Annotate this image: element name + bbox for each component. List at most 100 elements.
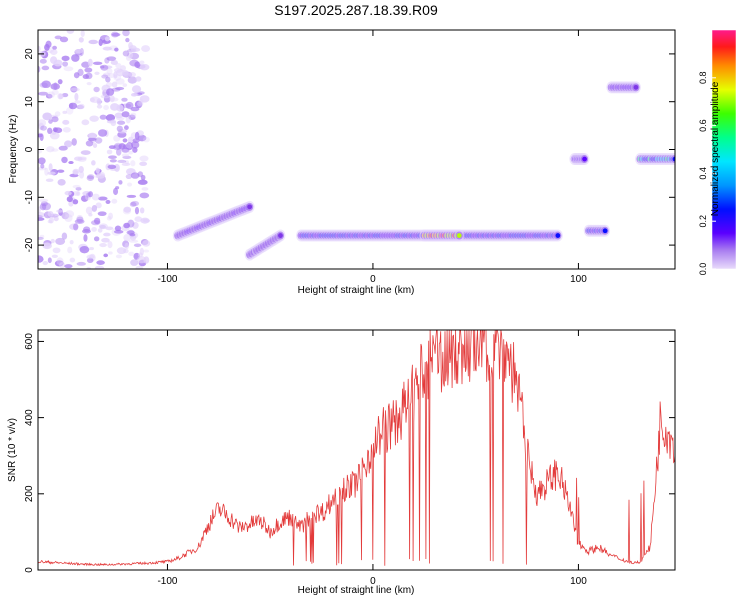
spectrogram-blob [602,228,608,234]
spectrogram-blob [117,120,126,125]
spectrogram-blob [82,74,90,80]
spectrogram-blob [47,219,53,224]
spectrogram-blob [47,210,54,217]
spectrogram-blob [66,196,73,203]
spectrogram-blob [139,60,145,65]
spectrogram-feature [172,200,255,242]
spectrogram-blob [123,206,132,213]
colorbar: 0.0 0.2 0.4 0.6 0.8 Normalized spectral ampl… [698,29,737,275]
spectrogram-blob [105,82,113,88]
spectrogram-blob [42,242,52,250]
spectrogram-blob [59,36,69,43]
spectrogram-blob [129,201,137,207]
spectrogram-blob [125,174,131,178]
spectrogram-blob [89,115,99,122]
spectrogram-blob [555,233,561,238]
spectrogram-blob [68,102,74,109]
spectrogram-blob [126,194,137,198]
spectrogram-blob [38,166,47,171]
spectrogram-blob [137,101,144,107]
spectrogram-blob [53,216,59,222]
spectrogram-y-label: Frequency (Hz) [8,115,19,184]
spectrogram-x-tick-label: 0 [370,274,376,285]
spectrogram-blob [134,100,143,109]
snr-y-label: SNR (10 * v/v) [7,418,18,482]
spectrogram-blob [88,191,93,198]
spectrogram-blob [38,65,41,73]
spectrogram-blob [52,127,58,133]
spectrogram-y-tick-label: 0 [24,146,35,152]
spectrogram-blob [97,228,103,233]
snr-x-label: Height of straight line (km) [298,585,415,596]
spectrogram-blob [62,119,70,125]
spectrogram-blob [633,84,639,90]
spectrogram-blob [74,219,85,224]
spectrogram-blob [58,261,66,269]
spectrogram-blob [110,103,120,111]
spectrogram-blob [38,217,45,221]
spectrogram-blob [41,80,51,89]
spectrogram-blob [98,38,103,47]
spectrogram-blob [106,56,117,61]
spectrogram-blob [123,222,130,229]
spectrogram-blob [77,68,84,77]
spectrogram-blob [42,260,49,266]
spectrogram-blob [91,227,97,232]
spectrogram-blob [137,134,147,142]
spectrogram-blob [84,67,93,73]
spectrogram-blob [94,265,105,269]
spectrogram-blob [71,54,80,62]
spectrogram-blob [122,83,128,88]
spectrogram-blob [86,175,95,181]
snr-y-axis: 0 200 400 600 [24,333,675,573]
spectrogram-blob [87,58,93,67]
spectrogram-blob [102,46,113,51]
spectrogram-blob [51,89,59,96]
spectrogram-blob [72,184,81,189]
snr-frame [37,329,676,571]
spectrogram-blob [45,178,54,182]
spectrogram-blob [113,74,122,81]
snr-x-tick-label: -100 [157,576,177,587]
spectrogram-blob [91,160,96,166]
spectrogram-blob [672,156,675,162]
spectrogram-blob [125,142,133,149]
spectrogram-blob [89,247,94,251]
spectrogram-blob [122,138,128,143]
spectrogram-blob [39,58,47,64]
spectrogram-blob [143,219,151,223]
spectrogram-blob [86,192,91,198]
spectrogram-blob [97,196,108,201]
spectrogram-blob [72,170,79,175]
spectrogram-blob [53,59,63,67]
spectrogram-blob [81,119,90,126]
spectrogram-x-tick-label: 100 [570,274,587,285]
snr-y-tick-label: 600 [24,333,35,350]
spectrogram-y-tick-label: -10 [24,190,35,205]
spectrogram-blob [85,206,93,215]
spectrogram-blob [48,163,53,172]
spectrogram-blob [116,148,122,156]
spectrogram-blob [50,83,60,90]
spectrogram-blob [74,100,81,104]
spectrogram-blob [125,37,130,43]
spectrogram-blob [123,248,129,254]
spectrogram-y-axis: -20 -10 0 10 20 [24,48,675,252]
spectrogram-blob [128,251,135,257]
spectrogram-blob [124,125,129,130]
spectrogram-blob [130,47,141,52]
spectrogram-blob [92,142,98,148]
spectrogram-blob [93,217,101,225]
spectrogram-blob [91,193,100,201]
spectrogram-blob [125,101,134,110]
spectrogram-blob [97,211,107,217]
spectrogram-blob [69,240,74,245]
spectrogram-blob [139,192,150,199]
spectrogram-blob [88,132,97,138]
spectrogram-blob [79,170,85,179]
spectrogram-blob [64,214,73,222]
spectrogram-blob [70,87,80,92]
spectrogram-blob [137,179,148,185]
spectrogram-blob [116,69,125,77]
spectrogram-blob [121,111,130,118]
